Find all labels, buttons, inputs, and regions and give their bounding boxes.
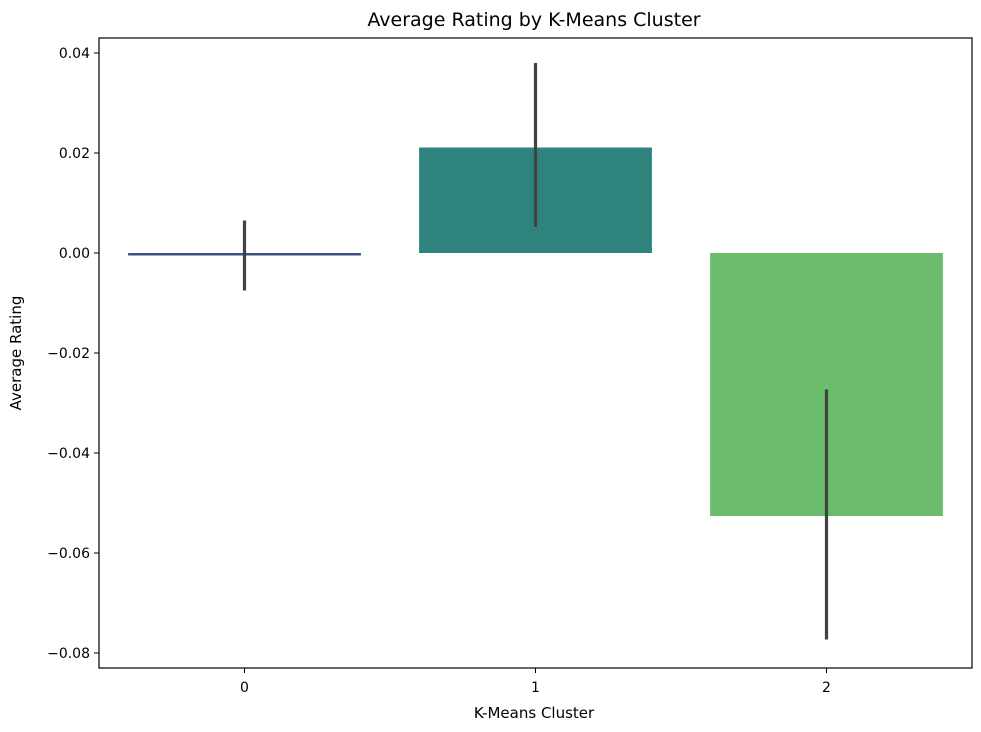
x-tick-label: 2 xyxy=(822,680,831,696)
y-tick-label: −0.08 xyxy=(47,646,90,662)
y-tick-label: 0.02 xyxy=(59,146,90,162)
x-tick-label: 0 xyxy=(240,680,249,696)
y-tick-label: −0.02 xyxy=(47,346,90,362)
y-tick-label: −0.04 xyxy=(47,446,90,462)
y-tick-label: −0.06 xyxy=(47,546,90,562)
y-tick-label: 0.04 xyxy=(59,46,90,62)
y-tick-label: 0.00 xyxy=(59,246,90,262)
y-axis-label: Average Rating xyxy=(7,296,25,411)
chart-title: Average Rating by K-Means Cluster xyxy=(367,9,700,31)
plot-area: 0.04 0.02 0.00 −0.02 −0.04 −0.06 −0.08 0 1 2 xyxy=(47,37,973,696)
x-axis-label: K-Means Cluster xyxy=(474,704,595,722)
x-tick-label: 1 xyxy=(531,680,540,696)
